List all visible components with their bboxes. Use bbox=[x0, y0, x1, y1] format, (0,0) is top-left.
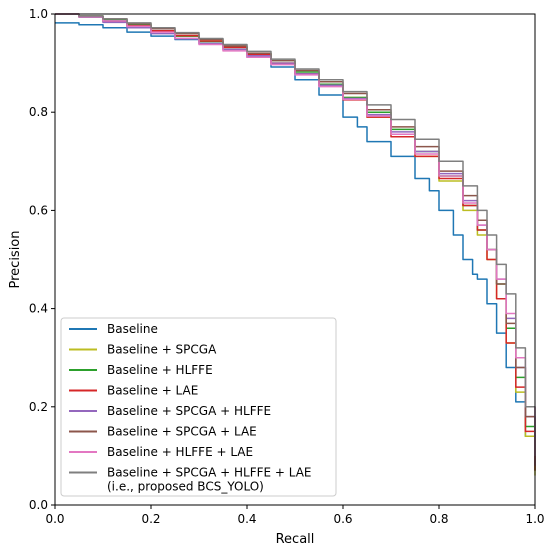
x-tick-label: 0.4 bbox=[237, 512, 256, 526]
y-tick-label: 0.0 bbox=[29, 498, 48, 512]
legend: Baseline Baseline + SPCGA Baseline + HLFFE… bbox=[60, 317, 337, 497]
legend-label: Baseline + SPCGA bbox=[107, 343, 217, 357]
x-axis: 0.0 0.2 0.4 0.6 0.8 1.0 bbox=[45, 505, 545, 526]
y-tick-label: 0.2 bbox=[29, 400, 48, 414]
legend-label: Baseline + LAE bbox=[107, 384, 198, 398]
x-tick-label: 1.0 bbox=[525, 512, 544, 526]
y-axis-title: Precision bbox=[8, 230, 23, 288]
x-tick-label: 0.2 bbox=[141, 512, 160, 526]
legend-label: Baseline + SPCGA + HLFFE bbox=[107, 404, 271, 418]
y-tick-label: 0.8 bbox=[29, 105, 48, 119]
series-lines bbox=[55, 13, 536, 476]
legend-label: Baseline + SPCGA + HLFFE + LAE (i.e., pro… bbox=[107, 466, 312, 494]
x-tick-label: 0.0 bbox=[45, 512, 64, 526]
legend-label: Baseline + HLFFE + LAE bbox=[107, 445, 253, 459]
x-tick-label: 0.6 bbox=[333, 512, 352, 526]
y-tick-label: 0.4 bbox=[29, 302, 48, 316]
y-axis: 0.0 0.2 0.4 0.6 0.8 1.0 bbox=[29, 7, 55, 512]
y-tick-label: 0.6 bbox=[29, 203, 48, 217]
series-line-8 bbox=[55, 13, 536, 456]
plot-frame bbox=[54, 13, 536, 506]
y-tick-label: 1.0 bbox=[29, 7, 48, 21]
x-axis-title: Recall bbox=[276, 532, 315, 547]
legend-label: Baseline + HLFFE bbox=[107, 363, 213, 377]
legend-box bbox=[60, 317, 337, 497]
x-tick-label: 0.8 bbox=[429, 512, 448, 526]
series-line-7 bbox=[55, 13, 536, 456]
legend-label: Baseline + SPCGA + LAE bbox=[107, 425, 257, 439]
legend-label: Baseline bbox=[107, 322, 158, 336]
